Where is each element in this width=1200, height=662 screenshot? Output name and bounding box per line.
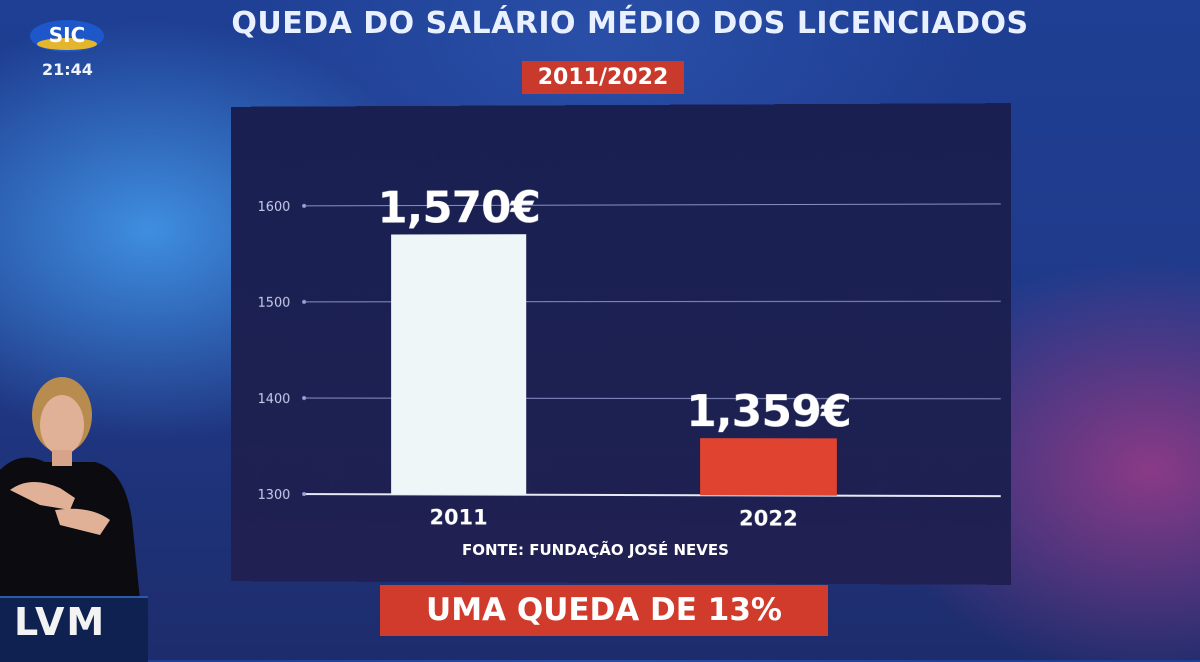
x-tick-label: 2011 — [430, 505, 488, 529]
clock: 21:44 — [42, 60, 93, 79]
data-label: 1,570€ — [377, 182, 540, 233]
data-label: 1,359€ — [686, 386, 851, 438]
y-tick-label: 1500 — [258, 296, 291, 311]
headline-banner: UMA QUEDA DE 13% — [380, 585, 828, 636]
channel-logo-text: SIC — [49, 23, 86, 47]
channel-logo: SIC — [28, 16, 106, 56]
y-tick-label: 1300 — [258, 488, 291, 503]
y-tick-label: 1400 — [258, 392, 291, 407]
period-badge: 2011/2022 — [522, 61, 684, 94]
tick-marker — [302, 492, 307, 497]
bar-2022 — [700, 438, 837, 496]
tick-marker — [302, 203, 307, 208]
bar-chart: 1300 1400 1500 1600 1,570€ 2011 1,359€ 2022 — [258, 182, 1011, 531]
y-tick-label: 1600 — [258, 200, 291, 215]
bar-2011 — [391, 234, 527, 495]
chart-source: FONTE: FUNDAÇÃO JOSÉ NEVES — [462, 541, 729, 559]
tick-marker — [302, 396, 307, 400]
program-logo-text: LVM — [14, 600, 107, 644]
chart-title: QUEDA DO SALÁRIO MÉDIO DOS LICENCIADOS — [231, 6, 1029, 41]
tick-marker — [302, 299, 307, 304]
chart-panel: 1300 1400 1500 1600 1,570€ 2011 1,359€ 2022 — [231, 103, 1011, 585]
program-logo: LVM — [0, 596, 148, 662]
x-tick-label: 2022 — [739, 506, 798, 530]
sign-language-interpreter — [0, 370, 150, 600]
